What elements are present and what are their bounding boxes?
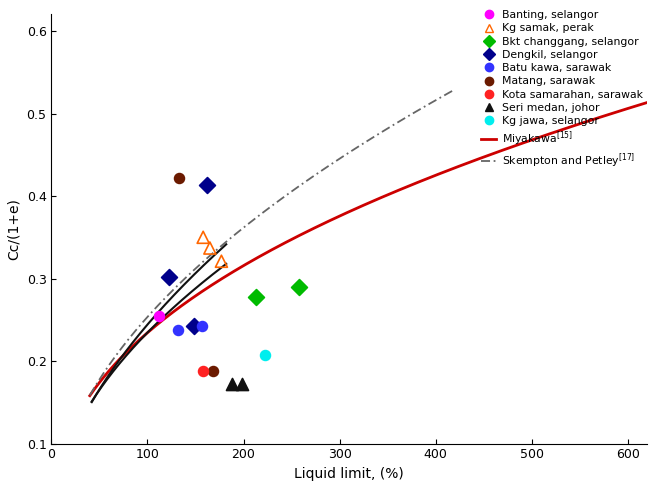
Point	[174, 174, 184, 182]
Point	[294, 283, 305, 291]
Point	[197, 322, 207, 329]
Point	[154, 312, 164, 320]
Point	[188, 322, 199, 329]
Y-axis label: Cc/(1+e): Cc/(1+e)	[7, 198, 21, 260]
X-axis label: Liquid limit, (%): Liquid limit, (%)	[294, 467, 404, 481]
Legend: Banting, selangor, Kg samak, perak, Bkt changgang, selangor, Dengkil, selangor, : Banting, selangor, Kg samak, perak, Bkt …	[477, 6, 647, 174]
Point	[227, 380, 237, 388]
Point	[236, 380, 247, 388]
Point	[260, 351, 270, 359]
Point	[216, 257, 227, 265]
Point	[207, 367, 218, 375]
Point	[202, 182, 213, 189]
Point	[250, 293, 261, 301]
Point	[164, 273, 174, 281]
Point	[173, 326, 183, 334]
Point	[198, 367, 209, 375]
Point	[205, 244, 215, 252]
Point	[198, 233, 209, 241]
